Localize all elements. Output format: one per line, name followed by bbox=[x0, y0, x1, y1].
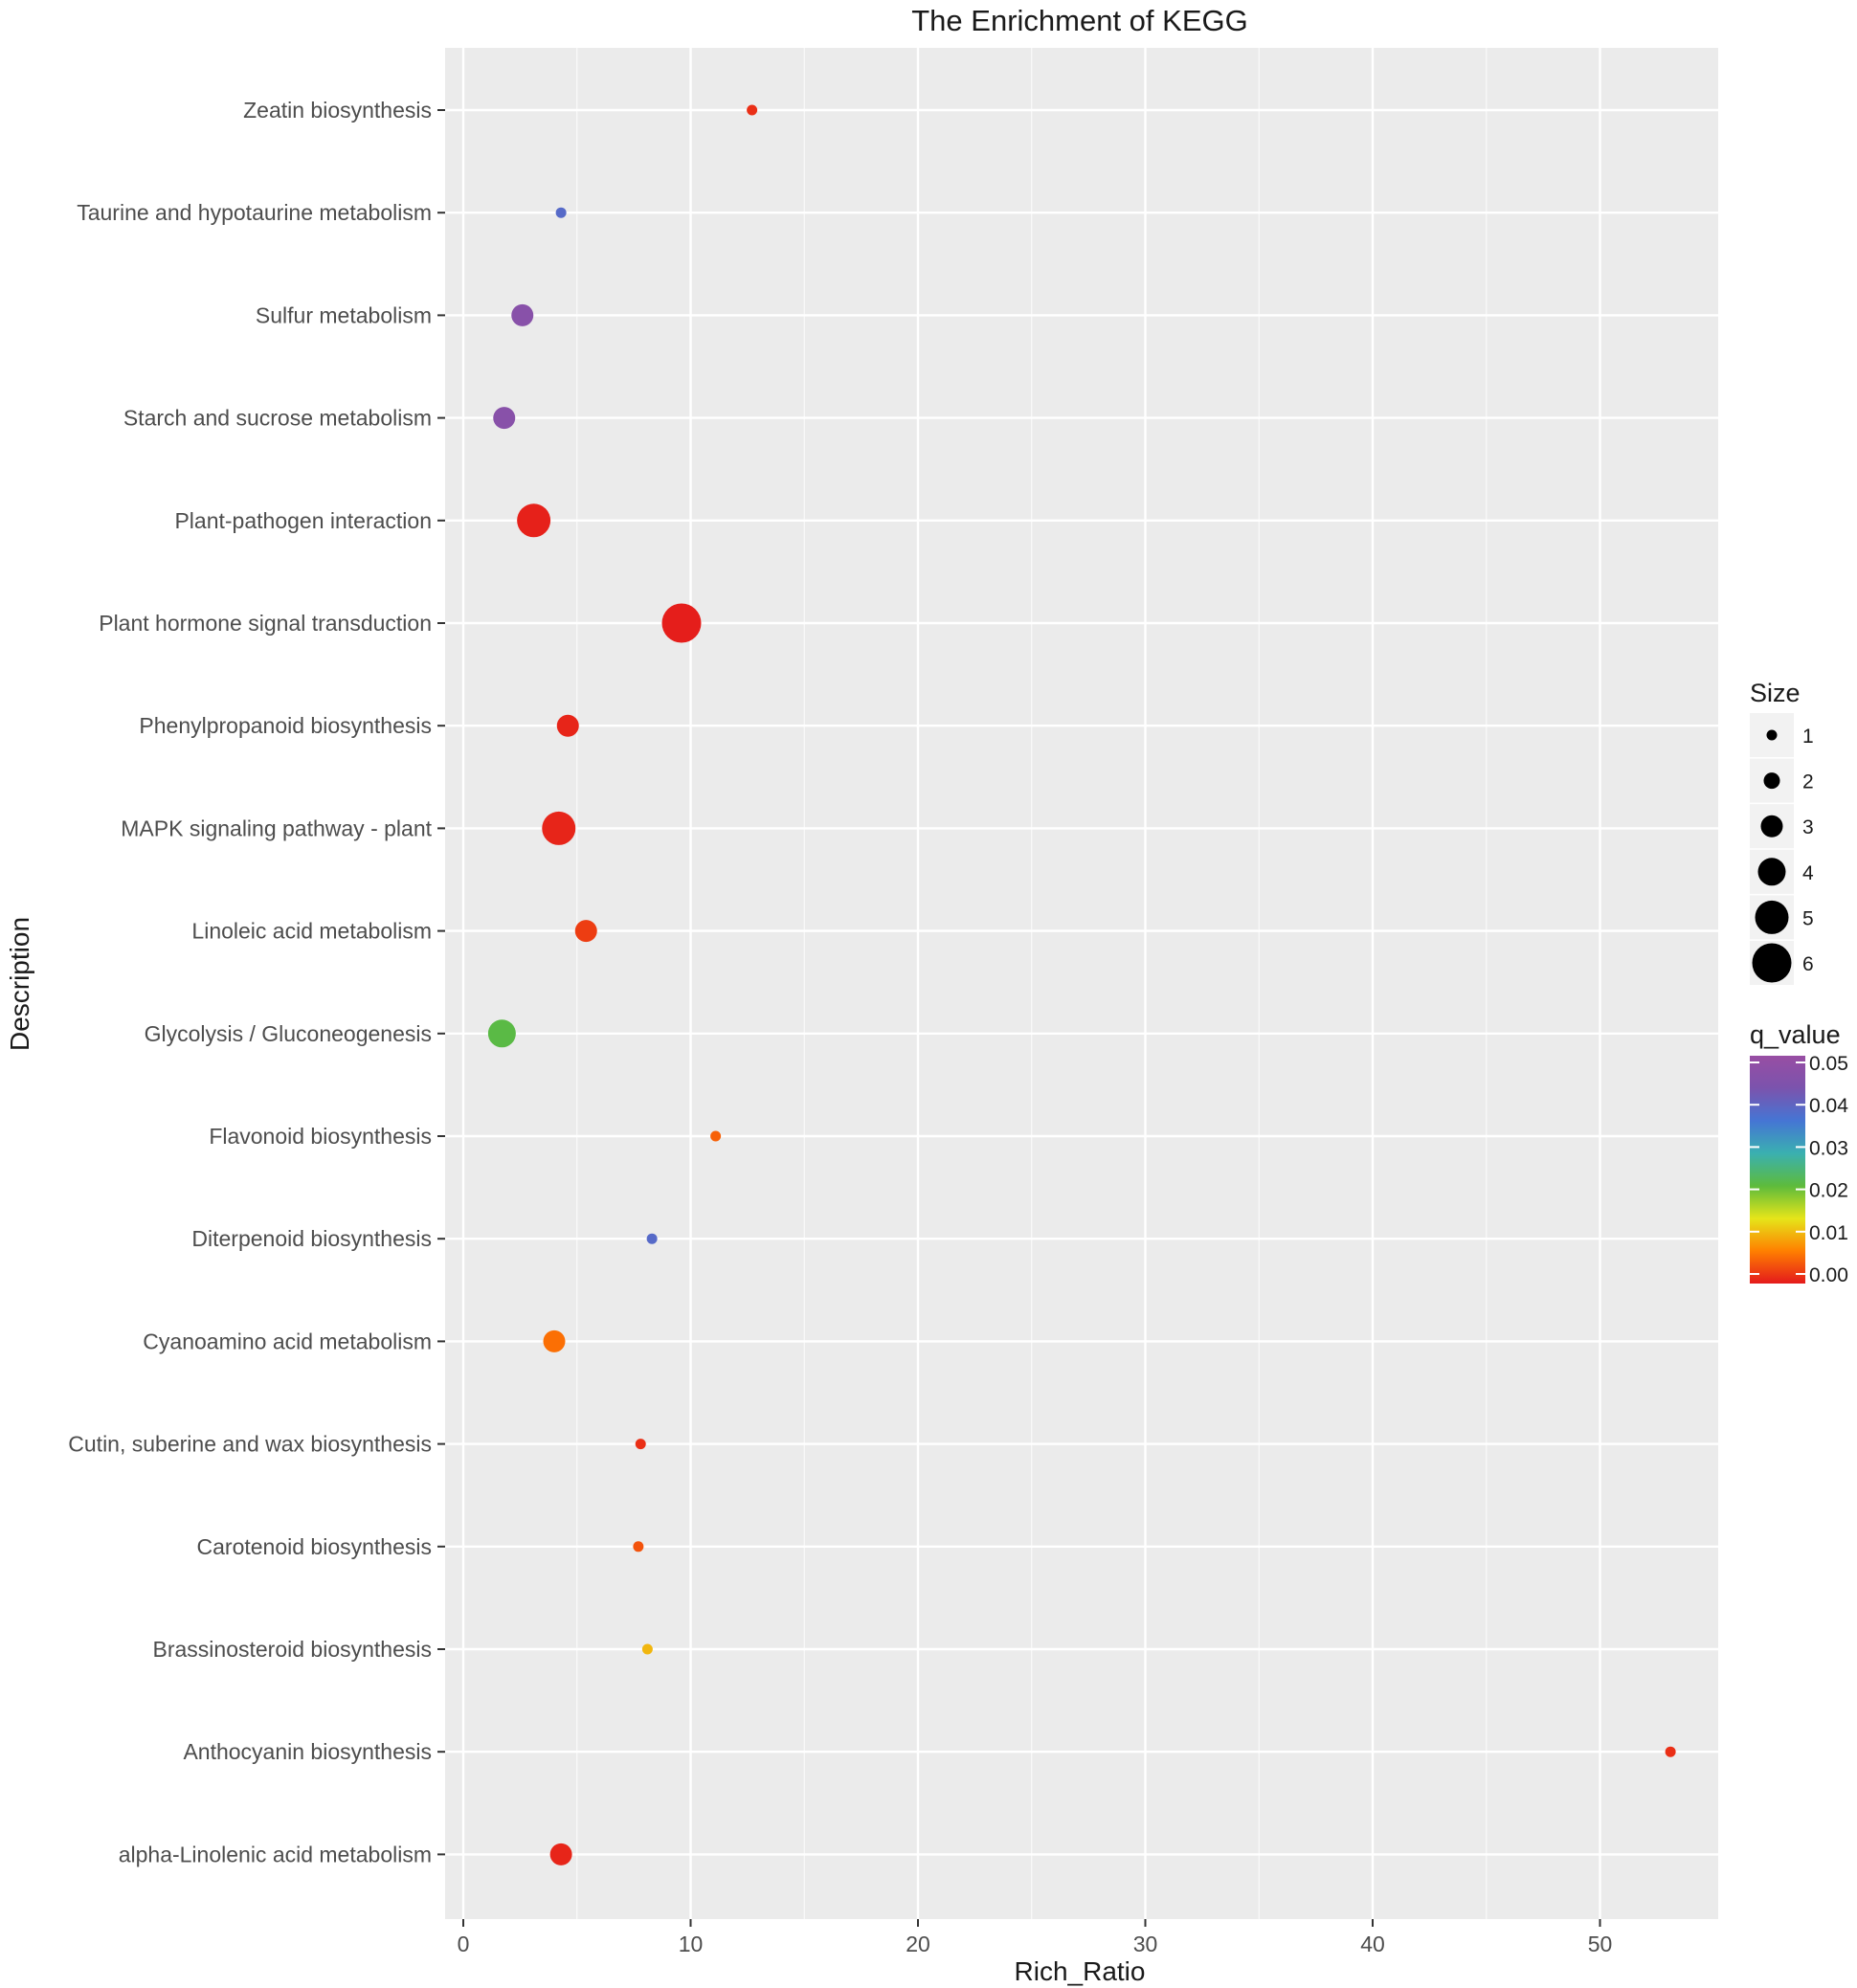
size-legend-title: Size bbox=[1750, 679, 1801, 707]
data-point bbox=[747, 104, 758, 116]
color-legend-label: 0.04 bbox=[1809, 1095, 1848, 1117]
color-legend-label: 0.01 bbox=[1809, 1222, 1848, 1244]
y-tick-label: Anthocyanin biosynthesis bbox=[183, 1739, 432, 1764]
data-point bbox=[493, 407, 516, 430]
size-legend-key bbox=[1760, 815, 1783, 838]
color-bar bbox=[1750, 1056, 1805, 1284]
y-tick-label: Flavonoid biosynthesis bbox=[209, 1124, 432, 1149]
size-legend-label: 2 bbox=[1802, 771, 1814, 793]
y-tick-label: Zeatin biosynthesis bbox=[243, 98, 432, 123]
y-axis-title: Description bbox=[5, 917, 34, 1051]
size-legend-key bbox=[1757, 858, 1786, 886]
y-tick-label: Plant-pathogen interaction bbox=[174, 508, 432, 533]
data-point bbox=[635, 1439, 646, 1450]
y-tick-label: Diterpenoid biosynthesis bbox=[191, 1226, 432, 1251]
color-legend-label: 0.00 bbox=[1809, 1264, 1848, 1286]
data-point bbox=[556, 714, 579, 737]
major-grid bbox=[445, 48, 1718, 1919]
y-tick-label: Taurine and hypotaurine metabolism bbox=[77, 200, 432, 225]
data-point bbox=[661, 603, 702, 643]
y-tick-label: Plant hormone signal transduction bbox=[99, 611, 432, 636]
size-legend-key bbox=[1755, 900, 1789, 934]
data-point bbox=[542, 811, 576, 845]
y-tick-label: MAPK signaling pathway - plant bbox=[121, 815, 432, 840]
minor-grid bbox=[576, 48, 1488, 1919]
x-tick-label: 0 bbox=[458, 1932, 470, 1956]
data-point bbox=[549, 1843, 572, 1865]
y-tick-label: Glycolysis / Gluconeogenesis bbox=[145, 1021, 432, 1046]
x-axis: 0 10 20 30 40 50 bbox=[458, 1919, 1613, 1956]
x-axis-title: Rich_Ratio bbox=[1015, 1956, 1146, 1986]
x-tick-label: 40 bbox=[1360, 1932, 1385, 1956]
x-tick-label: 10 bbox=[679, 1932, 704, 1956]
data-point bbox=[641, 1643, 653, 1655]
size-legend-key bbox=[1763, 772, 1780, 790]
y-axis: Zeatin biosynthesis Taurine and hypotauri… bbox=[68, 98, 445, 1866]
x-tick-label: 50 bbox=[1588, 1932, 1613, 1956]
size-legend: Size 1 2 3 4 5 6 bbox=[1750, 679, 1814, 985]
data-point bbox=[543, 1329, 566, 1352]
y-tick-label: Cyanoamino acid metabolism bbox=[143, 1329, 432, 1353]
y-tick-label: Brassinosteroid biosynthesis bbox=[153, 1637, 432, 1662]
data-point bbox=[555, 207, 567, 218]
data-point bbox=[574, 920, 597, 943]
size-legend-label: 3 bbox=[1802, 816, 1814, 838]
y-tick-label: Carotenoid biosynthesis bbox=[197, 1534, 432, 1559]
size-legend-label: 4 bbox=[1802, 862, 1814, 884]
data-point bbox=[1665, 1746, 1676, 1757]
x-tick-label: 20 bbox=[906, 1932, 930, 1956]
data-point bbox=[511, 303, 534, 326]
data-points bbox=[487, 104, 1676, 1865]
y-tick-label: Phenylpropanoid biosynthesis bbox=[139, 713, 432, 738]
color-legend-label: 0.02 bbox=[1809, 1180, 1848, 1202]
size-legend-label: 6 bbox=[1802, 953, 1814, 975]
data-point bbox=[487, 1019, 516, 1048]
size-legend-key bbox=[1752, 943, 1792, 983]
data-point bbox=[633, 1541, 644, 1552]
color-legend-ticks: 0.00 0.01 0.02 0.03 0.04 0.05 bbox=[1750, 1053, 1848, 1286]
size-legend-keys: 1 2 3 4 5 6 bbox=[1750, 713, 1814, 985]
y-tick-label: Cutin, suberine and wax biosynthesis bbox=[68, 1432, 432, 1457]
data-point bbox=[710, 1130, 722, 1142]
size-legend-label: 5 bbox=[1802, 907, 1814, 929]
color-legend: q_value 0.00 0.01 0.02 0.03 0.04 0.05 bbox=[1750, 1020, 1848, 1286]
y-tick-label: Sulfur metabolism bbox=[256, 302, 432, 327]
x-tick-label: 30 bbox=[1133, 1932, 1158, 1956]
y-tick-label: alpha-Linolenic acid metabolism bbox=[119, 1842, 432, 1866]
color-legend-title: q_value bbox=[1750, 1020, 1841, 1049]
plot-panel bbox=[445, 48, 1718, 1919]
y-tick-label: Starch and sucrose metabolism bbox=[123, 406, 432, 431]
size-legend-key bbox=[1766, 729, 1778, 741]
size-legend-label: 1 bbox=[1802, 726, 1814, 748]
color-legend-label: 0.03 bbox=[1809, 1137, 1848, 1159]
color-legend-label: 0.05 bbox=[1809, 1053, 1848, 1075]
data-point bbox=[517, 503, 551, 538]
y-tick-label: Linoleic acid metabolism bbox=[191, 919, 432, 944]
chart-title: The Enrichment of KEGG bbox=[911, 4, 1247, 37]
data-point bbox=[646, 1233, 658, 1244]
